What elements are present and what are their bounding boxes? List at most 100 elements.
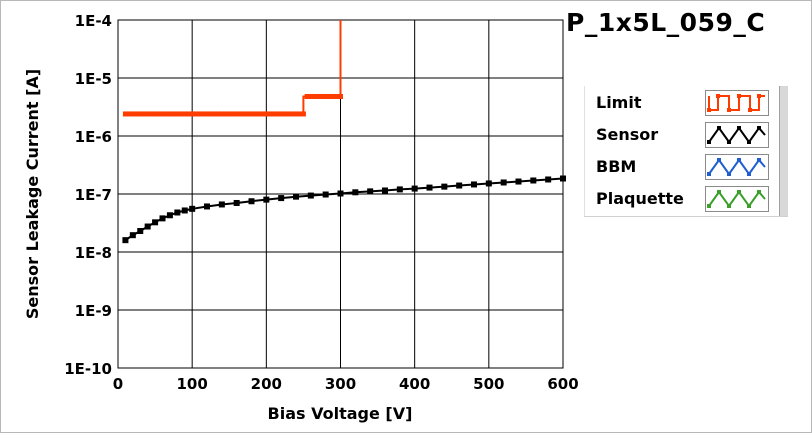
legend-swatch-marker	[727, 204, 731, 208]
legend-swatch-marker	[717, 126, 721, 130]
legend-item-sensor: Sensor	[585, 120, 780, 152]
limit-marker	[134, 111, 140, 117]
legend-swatch-marker	[727, 172, 731, 176]
limit-marker	[141, 111, 147, 117]
limit-marker	[300, 111, 306, 117]
legend-swatch-marker	[747, 140, 751, 144]
legend-swatch-marker	[707, 140, 711, 144]
limit-marker	[160, 111, 165, 117]
sensor-point	[322, 191, 329, 198]
sensor-point	[411, 185, 418, 192]
sensor-point	[337, 190, 344, 197]
legend-item-limit: Limit	[585, 88, 780, 120]
limit-marker	[330, 93, 336, 99]
legend-swatch-marker	[747, 172, 751, 176]
limit-marker	[197, 111, 203, 117]
limit-marker	[315, 93, 321, 99]
limit-marker	[263, 111, 269, 117]
y-tick-label: 1E-9	[75, 302, 112, 320]
sensor-point	[233, 199, 240, 206]
sensor-point	[166, 212, 173, 219]
legend-swatch-marker	[747, 204, 751, 208]
limit-marker	[122, 111, 128, 117]
legend-label: Plaquette	[596, 189, 684, 208]
sensor-point	[204, 203, 210, 210]
limit-marker	[249, 111, 254, 117]
limit-marker	[326, 93, 332, 99]
legend-swatch-marker	[757, 190, 761, 194]
limit-marker	[286, 111, 292, 117]
legend-swatch-marker	[757, 126, 761, 130]
limit-marker	[145, 111, 151, 117]
sensor-point	[530, 177, 537, 184]
legend-swatch-marker	[707, 108, 711, 112]
limit-marker	[241, 111, 247, 117]
legend-label: BBM	[596, 157, 637, 176]
limit-marker	[189, 111, 195, 117]
sensor-point	[456, 182, 463, 189]
sensor-point	[137, 228, 144, 235]
sensor-point	[515, 178, 522, 185]
limit-marker	[208, 111, 214, 117]
limit-marker	[271, 111, 277, 117]
limit-marker	[204, 111, 210, 117]
limit-marker	[297, 111, 303, 117]
limit-marker	[193, 111, 199, 117]
sensor-point	[263, 196, 270, 203]
legend-swatch-marker	[757, 158, 761, 162]
sensor-point	[352, 189, 359, 196]
legend-swatch-line	[708, 190, 766, 208]
sensor-point	[367, 188, 374, 195]
limit-marker	[323, 93, 329, 99]
legend-swatch-marker	[748, 108, 752, 112]
limit-marker	[148, 111, 154, 117]
sensor-point	[471, 181, 477, 188]
sensor-point	[218, 201, 225, 208]
legend-swatch-marker	[707, 204, 711, 208]
sensor-point	[485, 180, 492, 187]
limit-marker	[126, 111, 132, 117]
x-tick-label: 500	[473, 375, 504, 393]
tick-labels: 0 100 200 300 400 500 600 1E-10 1E-9 1E-8 1E-7 1E-6…	[64, 12, 578, 393]
sensor-point	[382, 187, 388, 194]
limit-marker	[234, 111, 240, 117]
limit-marker	[174, 111, 180, 117]
sensor-point	[500, 179, 507, 186]
sensor-point	[181, 207, 188, 214]
sensor-point	[307, 192, 314, 199]
x-tick-label: 400	[399, 375, 430, 393]
sensor-point	[545, 176, 552, 183]
legend-swatch-marker	[727, 140, 731, 144]
limit-marker	[319, 93, 325, 99]
limit-marker	[200, 111, 206, 117]
legend-scrollbar[interactable]	[779, 86, 788, 216]
limit-marker	[278, 111, 284, 117]
limit-marker	[334, 93, 340, 99]
legend-swatch-marker	[737, 158, 741, 162]
sensor-point	[293, 193, 299, 200]
legend-item-plaquette: Plaquette	[585, 184, 780, 216]
legend-swatch-marker	[727, 108, 731, 112]
y-tick-label: 1E-4	[75, 12, 112, 30]
limit-marker	[185, 111, 191, 117]
legend-swatch-marker	[717, 158, 721, 162]
x-tick-label: 100	[177, 375, 208, 393]
legend-swatch-marker	[757, 94, 761, 98]
sensor-point	[159, 215, 166, 222]
sensor-point	[248, 198, 255, 205]
y-tick-label: 1E-10	[64, 360, 112, 378]
legend: Limit Sensor BBM Plaquette	[584, 86, 788, 217]
sensor-point	[441, 183, 448, 190]
legend-swatch-sensor	[705, 122, 769, 148]
limit-marker	[256, 111, 262, 117]
x-tick-label: 0	[113, 375, 123, 393]
x-axis-title: Bias Voltage [V]	[268, 404, 413, 423]
limit-marker	[215, 111, 221, 117]
limit-marker	[304, 93, 310, 99]
limit-marker	[167, 111, 173, 117]
y-tick-label: 1E-6	[75, 128, 112, 146]
legend-swatch-limit	[705, 90, 769, 116]
sensor-point	[174, 209, 181, 216]
limit-marker	[219, 111, 225, 117]
